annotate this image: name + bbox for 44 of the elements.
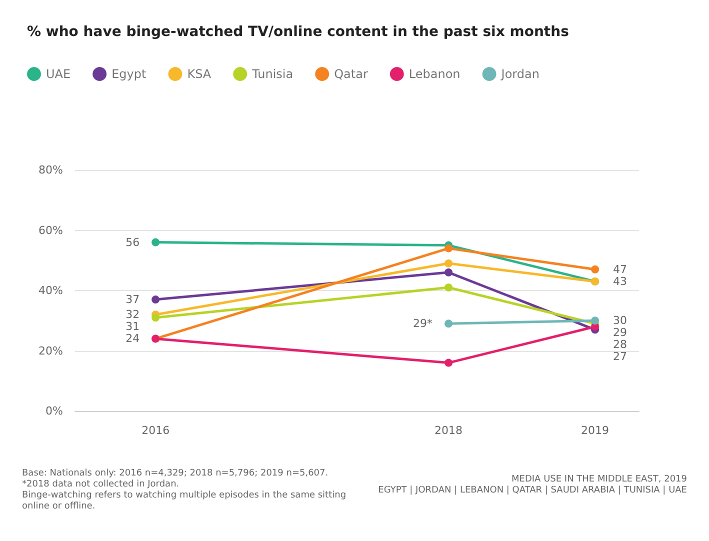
legend-label: UAE <box>46 67 71 81</box>
y-tick-label: 0% <box>46 404 63 418</box>
text: EGYPT | JORDAN | LEBANON | QATAR | SAUDI ARABIA | TUNISIA | UAE <box>378 486 688 496</box>
text: *2018 data not collected in Jordan. <box>22 480 180 490</box>
point <box>444 283 453 292</box>
point <box>444 358 453 367</box>
data-label: 37 <box>126 293 140 306</box>
legend-label: Jordan <box>500 67 540 81</box>
point <box>152 296 160 304</box>
chart-title: % who have binge-watched TV/online content in the past six months <box>27 24 569 40</box>
legend-label: Tunisia <box>251 67 294 81</box>
point <box>444 244 453 252</box>
point <box>591 316 600 325</box>
y-tick-label: 40% <box>38 284 63 297</box>
data-label: 43 <box>613 274 628 288</box>
data-label: 32 <box>126 308 140 322</box>
data-label: 30 <box>613 314 628 328</box>
legend-label: Qatar <box>334 67 368 81</box>
y-tick-label: 80% <box>38 164 63 176</box>
data-label: 56 <box>126 236 140 249</box>
data-label: 29 <box>613 326 628 340</box>
point <box>152 314 160 322</box>
data-label: 29* <box>413 317 434 330</box>
data-label: 28 <box>613 338 628 352</box>
text: Base: Nationals only: 2016 n=4,329; 2018 n=5,796; 2019 n=5,607. <box>22 468 328 478</box>
x-tick-label: 2018 <box>434 424 463 437</box>
data-label: 27 <box>613 350 628 364</box>
x-tick-label: 2016 <box>142 424 170 437</box>
legend-label: KSA <box>187 67 212 81</box>
data-label: 47 <box>613 262 628 276</box>
data-label: 24 <box>126 332 140 346</box>
legend-label: Egypt <box>112 67 146 81</box>
point <box>152 238 160 246</box>
point <box>444 268 453 276</box>
text: Binge-watching refers to watching multiple episodes in the same sitting online or offline. <box>22 490 349 512</box>
y-tick-label: 20% <box>38 344 63 358</box>
point <box>591 265 600 274</box>
data-label: 31 <box>126 320 140 334</box>
point <box>444 320 453 328</box>
legend-label: Lebanon <box>408 67 460 81</box>
text: MEDIA USE IN THE MIDDLE EAST, 2019 <box>512 474 688 484</box>
y-tick-label: 60% <box>38 224 63 237</box>
point <box>444 259 453 268</box>
x-tick-label: 2019 <box>581 424 610 437</box>
